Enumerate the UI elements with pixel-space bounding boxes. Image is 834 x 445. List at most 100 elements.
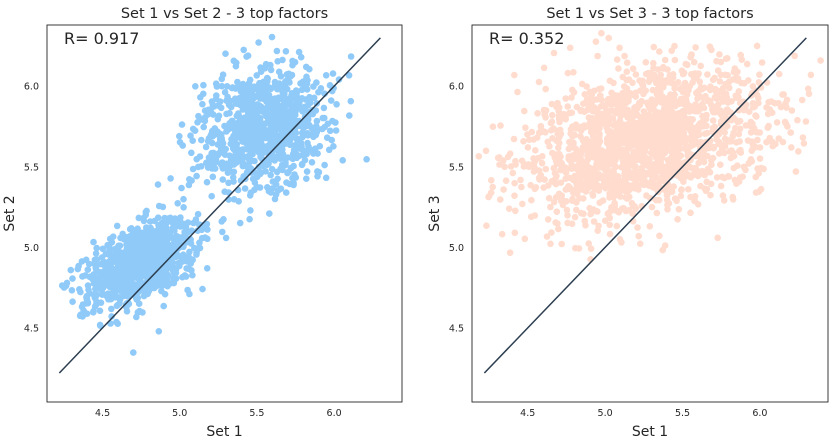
scatter-point: [514, 88, 521, 96]
scatter-point: [579, 136, 587, 143]
scatter-point: [222, 234, 230, 242]
scatter-point: [246, 133, 253, 141]
scatter-point: [656, 48, 663, 55]
scatter-point: [79, 273, 86, 280]
scatter-point: [690, 58, 698, 66]
scatter-point: [134, 242, 142, 249]
x-axis-label: Set 1: [206, 424, 242, 440]
scatter-point: [310, 150, 317, 157]
scatter-point: [651, 129, 658, 137]
scatter-point: [282, 78, 289, 85]
scatter-point: [93, 261, 101, 269]
scatter-point: [189, 137, 196, 144]
scatter-point: [671, 195, 679, 202]
scatter-point: [127, 255, 134, 262]
scatter-point: [593, 96, 600, 103]
scatter-point: [282, 48, 290, 55]
scatter-point: [295, 48, 303, 56]
scatter-point: [601, 217, 609, 224]
scatter-point: [326, 127, 334, 135]
x-tick-label: 4.5: [95, 408, 110, 419]
scatter-point: [588, 209, 595, 217]
scatter-point: [663, 196, 671, 204]
scatter-point: [192, 216, 200, 223]
scatter-point: [185, 265, 192, 273]
scatter-point: [171, 217, 179, 224]
scatter-point: [599, 118, 606, 126]
scatter-point: [317, 85, 325, 92]
scatter-point: [250, 112, 258, 120]
scatter-point: [577, 127, 585, 134]
scatter-point: [749, 120, 756, 127]
scatter-point: [756, 155, 764, 162]
scatter-point: [718, 146, 726, 153]
scatter-point: [497, 122, 504, 129]
scatter-point: [208, 139, 216, 147]
scatter-point: [83, 300, 90, 307]
scatter-point: [310, 94, 318, 102]
scatter-point: [329, 70, 337, 77]
scatter-point: [97, 322, 104, 330]
scatter-point: [717, 58, 725, 66]
scatter-point: [247, 139, 254, 147]
scatter-point: [544, 182, 552, 189]
scatter-point: [669, 109, 676, 116]
scatter-point: [637, 123, 645, 130]
scatter-point: [269, 178, 277, 185]
scatter-point: [489, 123, 497, 130]
scatter-point: [595, 182, 602, 190]
scatter-point: [635, 232, 642, 240]
scatter-point: [246, 76, 254, 84]
scatter-point: [636, 240, 644, 247]
scatter-point: [608, 205, 616, 213]
scatter-point: [257, 103, 265, 111]
scatter-point: [615, 65, 622, 72]
scatter-point: [244, 52, 252, 59]
scatter-point: [143, 207, 150, 215]
scatter-point: [800, 140, 808, 147]
scatter-point: [654, 117, 662, 125]
scatter-point: [335, 76, 343, 83]
scatter-point: [219, 143, 226, 151]
chart-title: Set 1 vs Set 3 - 3 top factors: [546, 6, 753, 22]
scatter-point: [566, 44, 574, 52]
scatter-point: [530, 168, 538, 175]
scatter-point: [278, 94, 286, 101]
y-tick-labels: 4.5 5.0 5.5 6.0: [24, 82, 39, 335]
scatter-point: [755, 79, 763, 86]
scatter-point: [716, 51, 723, 58]
scatter-point: [164, 240, 171, 247]
scatter-point: [685, 186, 692, 193]
scatter-point: [687, 127, 694, 134]
scatter-point: [606, 230, 614, 238]
scatter-point: [76, 286, 83, 293]
scatter-point: [752, 173, 759, 181]
scatter-point: [622, 99, 630, 107]
scatter-point: [729, 193, 736, 201]
scatter-point: [538, 159, 546, 167]
scatter-point: [689, 116, 696, 123]
scatter-point: [578, 80, 586, 88]
scatter-point: [297, 139, 305, 146]
scatter-point: [498, 230, 506, 238]
scatter-point: [129, 274, 136, 282]
scatter-point: [91, 303, 99, 310]
scatter-point: [678, 186, 685, 193]
scatter-point: [580, 195, 587, 202]
scatter-point: [693, 75, 700, 82]
scatter-point: [235, 112, 243, 120]
scatter-point: [650, 43, 658, 51]
scatter-point: [737, 146, 744, 154]
scatter-point: [147, 224, 154, 232]
y-tick-label: 5.0: [24, 243, 39, 254]
scatter-point: [319, 114, 327, 122]
scatter-point: [581, 142, 589, 150]
scatter-point: [613, 56, 621, 63]
scatter-point: [235, 198, 242, 205]
scatter-point: [289, 155, 297, 163]
scatter-point: [257, 87, 264, 94]
scatter-point: [599, 160, 607, 168]
scatter-point: [735, 93, 742, 101]
scatter-point: [644, 100, 652, 108]
